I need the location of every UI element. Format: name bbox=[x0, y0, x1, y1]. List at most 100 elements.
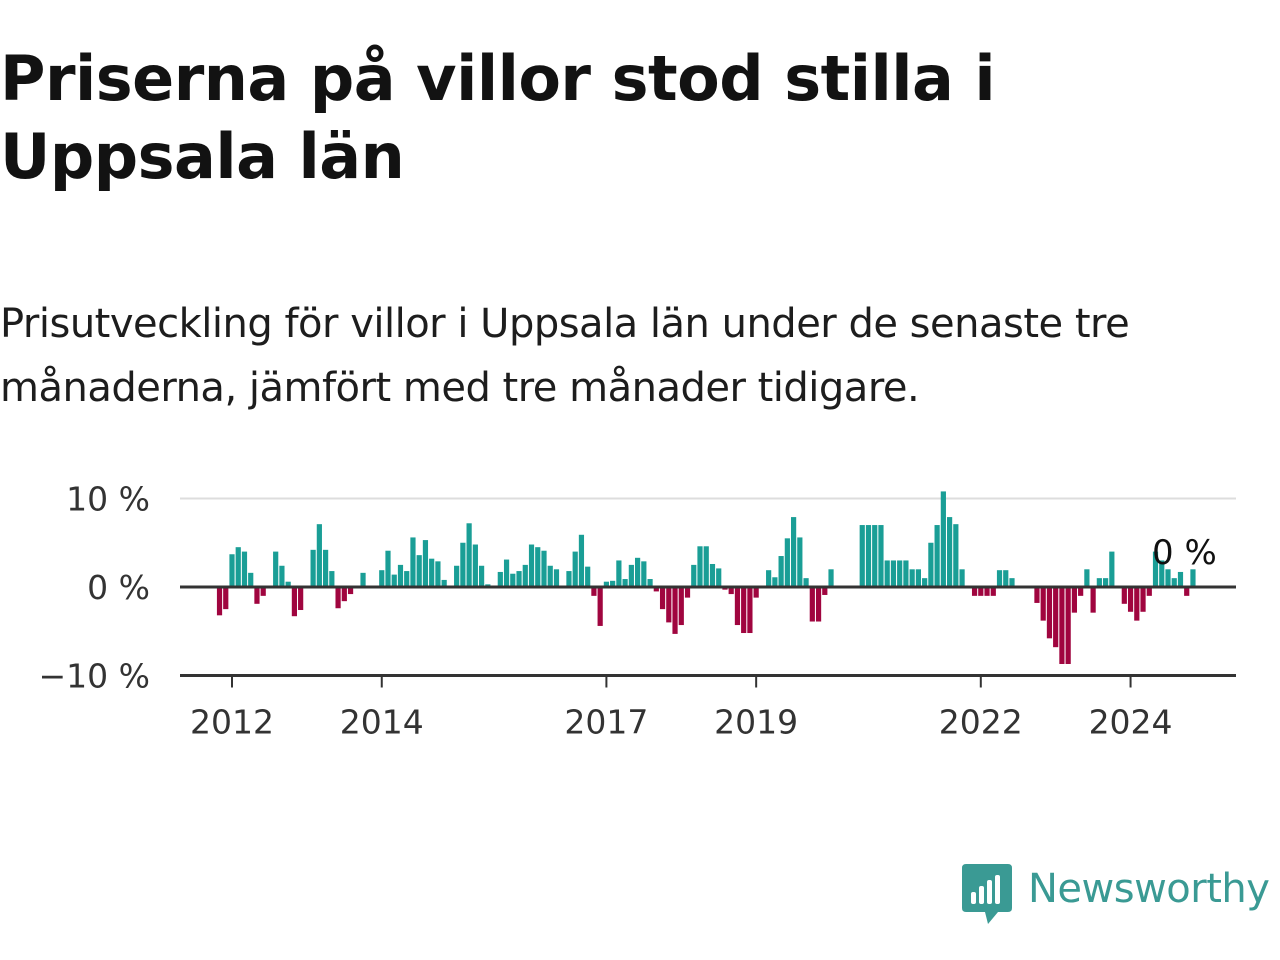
axes bbox=[180, 585, 1236, 688]
x-tick-label: 2019 bbox=[714, 703, 798, 742]
bar bbox=[959, 569, 965, 587]
bar bbox=[1184, 587, 1190, 596]
bar bbox=[578, 534, 585, 587]
bar bbox=[503, 559, 510, 587]
bar bbox=[622, 579, 628, 587]
brand-name: Newsworthy bbox=[1028, 866, 1270, 912]
bar bbox=[603, 581, 609, 587]
bar bbox=[572, 551, 578, 587]
bar bbox=[734, 587, 741, 626]
bar bbox=[784, 538, 790, 587]
bar bbox=[441, 579, 447, 587]
bar bbox=[472, 544, 478, 587]
bar bbox=[435, 561, 441, 587]
chart-subtitle: Prisutveckling för villor i Uppsala län … bbox=[0, 301, 1130, 411]
bar bbox=[1084, 569, 1090, 587]
bar bbox=[591, 587, 597, 596]
bar bbox=[666, 587, 672, 623]
bar bbox=[460, 542, 466, 587]
bar bbox=[990, 587, 996, 596]
bar bbox=[1171, 578, 1177, 587]
bar bbox=[241, 551, 248, 587]
bar bbox=[659, 587, 666, 610]
bar bbox=[248, 572, 254, 587]
bar bbox=[1065, 587, 1071, 664]
bar bbox=[747, 587, 753, 634]
bar bbox=[616, 560, 622, 587]
bar bbox=[1103, 578, 1109, 587]
bar bbox=[859, 525, 865, 587]
bar bbox=[684, 587, 691, 598]
bar bbox=[884, 560, 890, 587]
bar bbox=[703, 546, 709, 587]
bar bbox=[553, 569, 560, 587]
y-tick-label: 10 % bbox=[66, 480, 150, 519]
bar bbox=[347, 587, 354, 595]
bar bbox=[541, 550, 547, 587]
bar bbox=[978, 587, 984, 596]
x-tick-label: 2024 bbox=[1089, 703, 1173, 742]
bar bbox=[1053, 587, 1059, 648]
bar bbox=[766, 570, 772, 587]
bar bbox=[1059, 587, 1065, 664]
bar bbox=[1109, 551, 1115, 587]
bar bbox=[996, 570, 1003, 587]
bar bbox=[260, 587, 266, 596]
bars bbox=[216, 491, 1196, 664]
bar bbox=[1140, 587, 1146, 612]
bar bbox=[479, 565, 485, 587]
bar bbox=[528, 544, 535, 587]
bar bbox=[279, 565, 285, 587]
bar bbox=[691, 564, 697, 588]
bar bbox=[341, 587, 347, 602]
bar bbox=[1046, 587, 1053, 639]
bar bbox=[254, 587, 260, 604]
bar bbox=[1040, 587, 1046, 621]
bar bbox=[1009, 578, 1015, 587]
bar bbox=[697, 546, 703, 587]
bar-chart-speech-bubble-icon bbox=[962, 864, 1012, 924]
bar bbox=[628, 564, 634, 588]
bar bbox=[878, 525, 884, 587]
bar bbox=[971, 587, 978, 596]
bar bbox=[1159, 560, 1165, 587]
bar bbox=[316, 524, 322, 587]
bar bbox=[922, 578, 928, 587]
bar bbox=[229, 554, 235, 587]
bar bbox=[778, 556, 784, 587]
axis-labels: 10 % 0 % −10 % 2012 2014 2017 2019 2022 2024 0 % bbox=[39, 480, 1217, 742]
bar bbox=[1134, 587, 1140, 621]
x-tick-label: 2012 bbox=[190, 703, 274, 742]
bar bbox=[641, 561, 647, 587]
bar bbox=[678, 587, 684, 626]
bar bbox=[1127, 587, 1134, 612]
bar bbox=[635, 557, 641, 587]
bar bbox=[947, 517, 953, 587]
bar bbox=[741, 587, 747, 634]
bar bbox=[828, 569, 834, 587]
bar bbox=[223, 587, 229, 610]
bar bbox=[547, 565, 553, 587]
bar bbox=[360, 572, 366, 587]
bar bbox=[466, 523, 472, 587]
bar bbox=[797, 537, 803, 587]
bar-chart: 10 % 0 % −10 % 2012 2014 2017 2019 2022 2024 0 % bbox=[39, 480, 1236, 742]
bar bbox=[497, 571, 503, 587]
bar bbox=[454, 565, 460, 587]
bar bbox=[597, 587, 603, 626]
bar bbox=[928, 542, 934, 587]
bar bbox=[535, 547, 541, 587]
bar bbox=[1121, 587, 1127, 604]
bar bbox=[1190, 569, 1196, 587]
bar bbox=[653, 587, 659, 592]
bar bbox=[1003, 570, 1009, 587]
bar bbox=[772, 577, 778, 588]
newsworthy-logo: Newsworthy bbox=[962, 862, 1270, 928]
bar bbox=[216, 587, 223, 616]
bar bbox=[890, 560, 897, 587]
chart-title: Priserna på villor stod stilla i Uppsala… bbox=[0, 42, 996, 193]
bar bbox=[1090, 587, 1096, 613]
bar bbox=[385, 550, 391, 587]
bar bbox=[416, 555, 422, 587]
bar bbox=[903, 560, 909, 587]
